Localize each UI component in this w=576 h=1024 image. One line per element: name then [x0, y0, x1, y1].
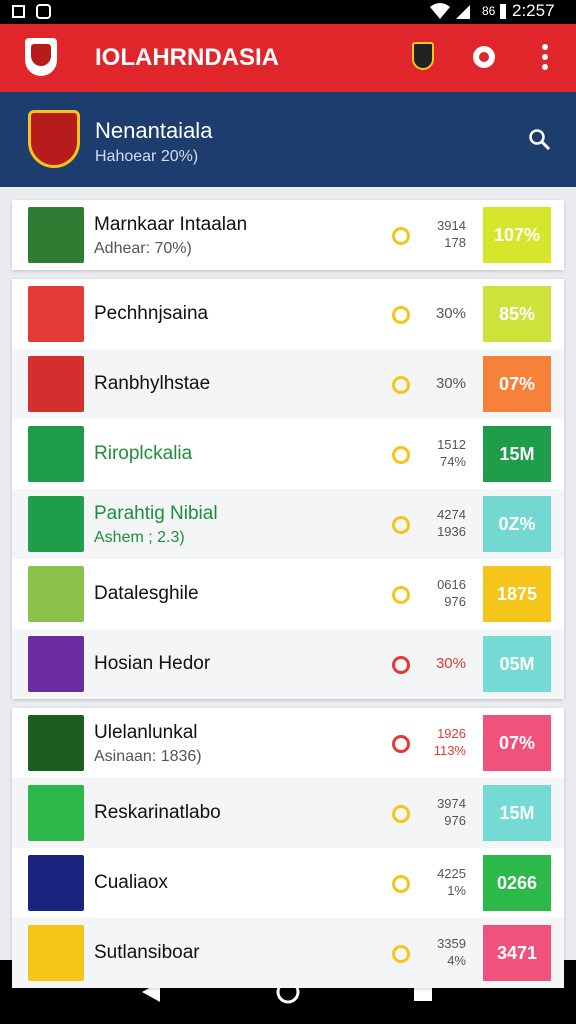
status-icon — [392, 656, 410, 674]
team-logo — [28, 496, 84, 552]
stat: 3914 — [437, 218, 466, 233]
status-icon — [392, 735, 410, 753]
team-name: Datalesghile — [94, 583, 199, 604]
team-name: Riroplckalia — [94, 443, 193, 464]
team-name: Ranbhylhstae — [94, 373, 211, 394]
status-icon — [392, 376, 410, 394]
status-icon — [392, 306, 410, 324]
team-row[interactable]: Reskarinatlabo 3974 976 15M — [12, 778, 564, 848]
stat: 4% — [447, 953, 466, 968]
menu-button[interactable] — [538, 43, 552, 71]
team-row[interactable]: Ulelanlunkal Asinaan: 1836) 1926 113% 07% — [12, 708, 564, 778]
team-logo — [28, 566, 84, 622]
team-row[interactable]: Pechhnjsaina 30% 85% — [12, 279, 564, 349]
status-icon — [392, 227, 410, 245]
signal-text: 86 — [482, 4, 496, 18]
badge: 1875 — [483, 566, 551, 622]
team-name: Hosian Hedor — [94, 653, 211, 674]
status-icon — [36, 4, 51, 19]
team-subtitle: Asinaan: 1836) — [94, 748, 202, 765]
team-icon[interactable] — [412, 42, 434, 70]
stat: 30% — [435, 305, 466, 322]
stat: 1926 — [437, 726, 466, 741]
status-icon — [392, 586, 410, 604]
stat: 0616 — [437, 577, 466, 592]
team-name: Ulelanlunkal — [94, 722, 198, 743]
stat: 113% — [433, 743, 466, 758]
header-logo — [28, 110, 80, 168]
stat: 976 — [444, 594, 466, 609]
team-logo — [28, 715, 84, 771]
header-title: Nenantaiala — [95, 118, 213, 143]
app-logo[interactable] — [25, 38, 57, 76]
badge: 07% — [483, 356, 551, 412]
team-row[interactable]: Riroplckalia 1512 74% 15M — [12, 419, 564, 489]
team-logo — [28, 855, 84, 911]
status-icon — [392, 875, 410, 893]
team-row[interactable]: Marnkaar Intaalan Adhear: 70%) 3914 178 107% — [12, 200, 564, 270]
badge: 15M — [483, 785, 551, 841]
team-logo — [28, 286, 84, 342]
stat: 74% — [439, 454, 466, 469]
team-row[interactable]: Ranbhylhstae 30% 07% — [12, 349, 564, 419]
team-name: Parahtig Nibial — [94, 503, 218, 524]
header-subtitle: Hahoear 20%) — [95, 148, 199, 165]
stat: 3974 — [437, 796, 466, 811]
status-bar: 86 2:257 — [0, 0, 576, 24]
settings-button[interactable] — [470, 43, 498, 71]
battery-icon — [500, 4, 506, 19]
team-subtitle: Ashem ; 2.3) — [94, 529, 185, 546]
status-icon — [12, 5, 25, 18]
team-name: Cualiaox — [94, 872, 168, 893]
badge: 85% — [483, 286, 551, 342]
status-icon — [392, 446, 410, 464]
badge: 0266 — [483, 855, 551, 911]
card: Marnkaar Intaalan Adhear: 70%) 3914 178 107% — [12, 200, 564, 270]
stat: 1512 — [437, 437, 466, 452]
badge: 07% — [483, 715, 551, 771]
app-title: IOLAHRNDASIA — [95, 44, 279, 71]
team-row[interactable]: Sutlansiboar 3359 4% 3471 — [12, 918, 564, 988]
stat: 30% — [435, 655, 466, 672]
stat: 1936 — [437, 524, 466, 539]
team-logo — [28, 925, 84, 981]
team-logo — [28, 636, 84, 692]
clock: 2:257 — [512, 1, 555, 20]
stat: 4225 — [437, 866, 466, 881]
team-logo — [28, 207, 84, 263]
status-icon — [392, 945, 410, 963]
search-button[interactable] — [528, 128, 552, 152]
team-logo — [28, 426, 84, 482]
team-name: Reskarinatlabo — [94, 802, 221, 823]
header: Nenantaiala Hahoear 20%) — [0, 92, 576, 187]
team-row[interactable]: Datalesghile 0616 976 1875 — [12, 559, 564, 629]
team-row[interactable]: Parahtig Nibial Ashem ; 2.3) 4274 1936 0Z% — [12, 489, 564, 559]
team-name: Pechhnjsaina — [94, 303, 209, 324]
badge: 05M — [483, 636, 551, 692]
card: Pechhnjsaina 30% 85% Ranbhylhstae 30% 07% Riro… — [12, 279, 564, 699]
team-name: Sutlansiboar — [94, 942, 200, 963]
stat: 178 — [444, 235, 466, 250]
team-subtitle: Adhear: 70%) — [94, 240, 192, 257]
stat: 1% — [447, 883, 466, 898]
stat: 976 — [444, 813, 466, 828]
stat: 3359 — [437, 936, 466, 951]
stat: 30% — [435, 375, 466, 392]
status-icon — [392, 805, 410, 823]
badge: 15M — [483, 426, 551, 482]
badge: 0Z% — [483, 496, 551, 552]
app-bar: IOLAHRNDASIA — [0, 24, 576, 92]
badge: 107% — [483, 207, 551, 263]
stat: 4274 — [437, 507, 466, 522]
card: Ulelanlunkal Asinaan: 1836) 1926 113% 07% Res… — [12, 708, 564, 988]
badge: 3471 — [483, 925, 551, 981]
signal-icons — [430, 3, 470, 19]
status-icon — [392, 516, 410, 534]
team-row[interactable]: Hosian Hedor 30% 05M — [12, 629, 564, 699]
team-logo — [28, 356, 84, 412]
team-logo — [28, 785, 84, 841]
team-row[interactable]: Cualiaox 4225 1% 0266 — [12, 848, 564, 918]
team-name: Marnkaar Intaalan — [94, 214, 248, 235]
